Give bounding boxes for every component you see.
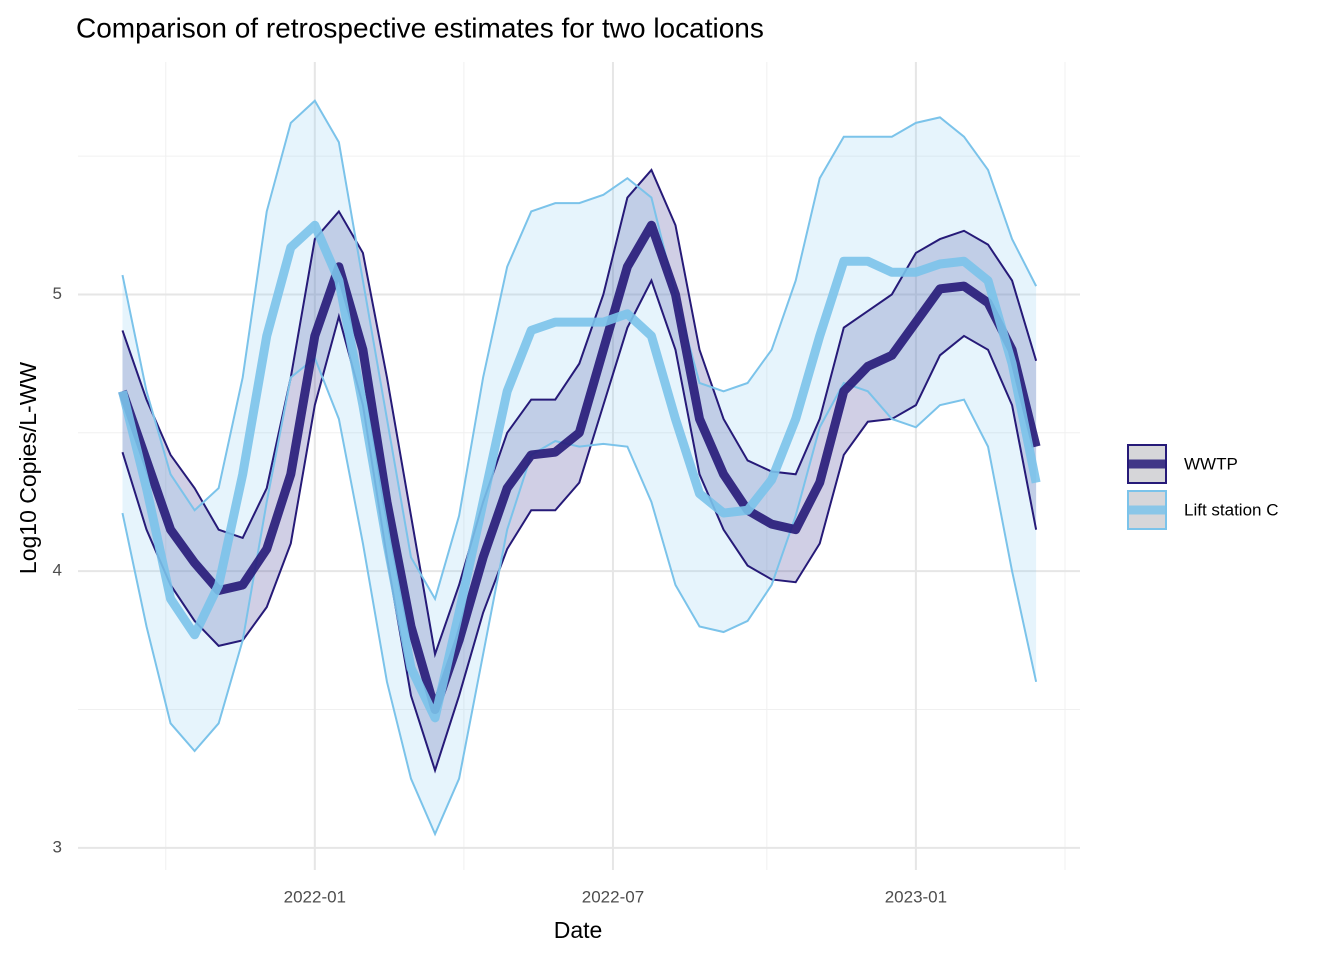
x-tick-label: 2023-01 [885, 887, 947, 906]
ribbon-edge [121, 99, 1038, 602]
x-tick-label: 2022-01 [284, 887, 346, 906]
ribbon-edge [121, 356, 1038, 837]
plot-area [118, 99, 1041, 837]
x-tick-label: 2022-07 [582, 887, 644, 906]
y-axis-title: Log10 Copies/L-WW [15, 362, 41, 574]
chart-title: Comparison of retrospective estimates fo… [76, 12, 764, 43]
grid: 3 4 5 2022-01 2022-07 2023-01 [53, 62, 1080, 906]
ribbon-edge [121, 168, 1038, 659]
x-axis-title: Date [554, 917, 603, 943]
legend-label: WWTP [1184, 454, 1238, 473]
median-line [118, 220, 1041, 715]
legend: WWTP Lift station C [1127, 444, 1279, 530]
ribbon-edge [121, 278, 1038, 774]
ribbon [122, 100, 1037, 835]
y-tick-label: 3 [53, 837, 62, 856]
median-line [118, 220, 1041, 723]
y-tick-label: 4 [53, 561, 62, 580]
y-tick-label: 5 [53, 284, 62, 303]
legend-label: Lift station C [1184, 500, 1279, 519]
